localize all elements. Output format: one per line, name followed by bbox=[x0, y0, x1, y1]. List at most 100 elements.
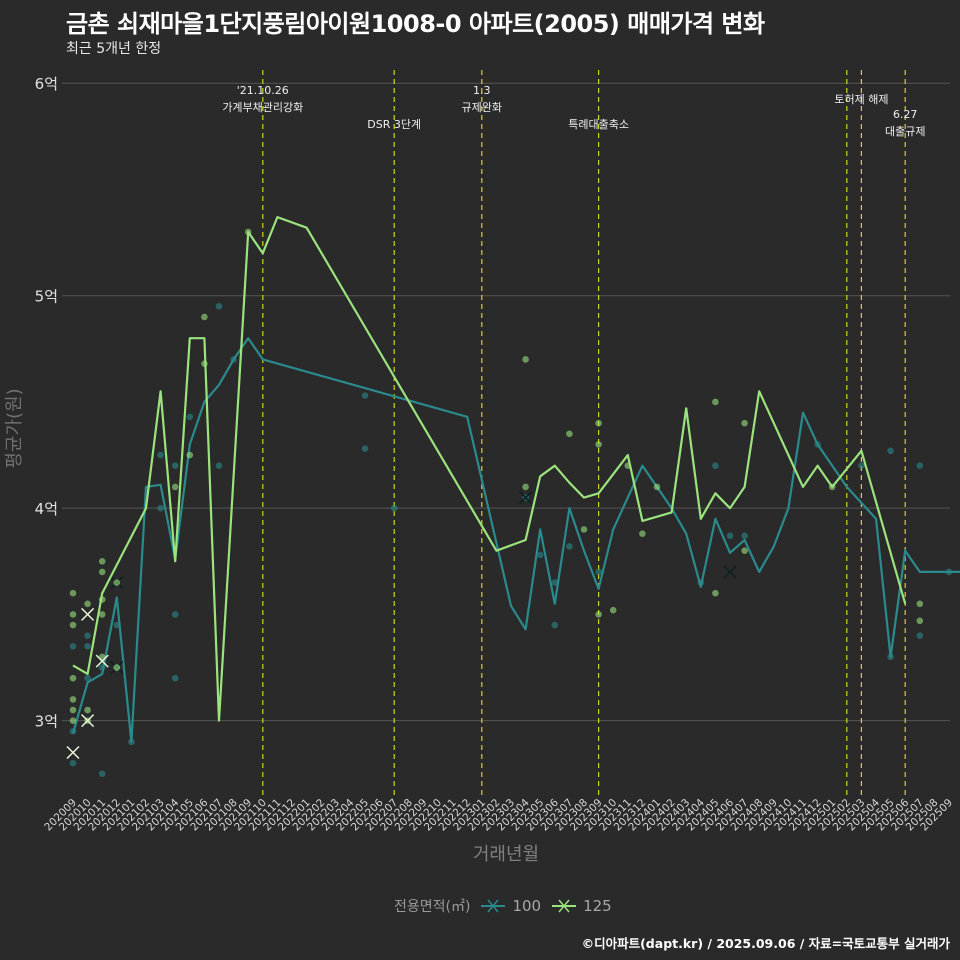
event-marker-label: '21.10.26 가계부채관리강화 bbox=[222, 84, 303, 114]
data-point-125 bbox=[98, 557, 106, 565]
event-marker-label: 1.3 규제완화 bbox=[462, 84, 502, 114]
legend-item-125: 125 bbox=[551, 897, 612, 915]
data-point-125 bbox=[595, 419, 602, 427]
data-point-125 bbox=[171, 483, 179, 491]
legend-swatch-100 bbox=[481, 899, 506, 913]
y-axis-title: 평균가(원) bbox=[4, 388, 25, 468]
data-point-100 bbox=[186, 413, 194, 421]
cross-marker-125 bbox=[95, 654, 109, 668]
y-tick-label: 4억 bbox=[35, 500, 58, 518]
event-marker-label-line: DSR 3단계 bbox=[367, 118, 421, 131]
data-point-100 bbox=[741, 532, 748, 540]
y-tick-label: 3억 bbox=[35, 713, 58, 731]
data-point-125 bbox=[186, 451, 194, 459]
event-marker-label-line: 가계부채관리강화 bbox=[222, 101, 303, 114]
data-point-125 bbox=[84, 706, 91, 714]
data-point-100 bbox=[361, 392, 369, 399]
legend-label-100: 100 bbox=[512, 897, 542, 915]
data-point-100 bbox=[84, 642, 91, 650]
chart-subtitle: 최근 5개년 한정 bbox=[66, 41, 162, 57]
data-point-100 bbox=[84, 632, 91, 639]
data-point-125 bbox=[580, 526, 588, 533]
y-tick-label: 6억 bbox=[35, 75, 58, 93]
cross-marker-100 bbox=[723, 565, 737, 579]
cross-marker-125 bbox=[66, 745, 80, 760]
data-point-125 bbox=[916, 600, 924, 608]
data-point-125 bbox=[653, 483, 661, 491]
legend-label-125: 125 bbox=[583, 897, 612, 915]
data-point-100 bbox=[551, 621, 559, 629]
data-point-125 bbox=[609, 606, 617, 614]
data-point-100 bbox=[157, 504, 164, 512]
data-point-100 bbox=[551, 579, 559, 586]
data-point-125 bbox=[741, 547, 748, 554]
data-point-125 bbox=[522, 483, 529, 491]
data-point-125 bbox=[201, 313, 208, 321]
event-marker-label-line: '21.10.26 bbox=[237, 84, 289, 97]
data-point-125 bbox=[916, 617, 924, 625]
data-point-100 bbox=[726, 532, 734, 540]
data-point-100 bbox=[171, 462, 179, 469]
data-point-125 bbox=[712, 589, 719, 597]
data-point-125 bbox=[113, 579, 121, 586]
data-point-125 bbox=[566, 430, 573, 438]
data-point-100 bbox=[215, 303, 223, 310]
data-point-100 bbox=[157, 451, 164, 459]
legend-title: 전용면적(㎡) bbox=[394, 899, 471, 915]
cross-marker-125 bbox=[81, 714, 95, 728]
data-point-100 bbox=[84, 674, 91, 682]
event-marker-label-line: 1.3 bbox=[473, 84, 491, 97]
data-point-125 bbox=[595, 441, 602, 448]
data-point-100 bbox=[69, 642, 77, 650]
series-line-125 bbox=[72, 216, 907, 722]
event-marker-label-line: 대출규제 bbox=[885, 125, 925, 138]
data-point-100 bbox=[215, 462, 223, 469]
legend-item-100: 100 bbox=[480, 897, 541, 915]
cross-marker-100 bbox=[519, 491, 533, 505]
event-marker-label: 6.27 대출규제 bbox=[885, 108, 925, 138]
data-point-100 bbox=[69, 759, 77, 767]
data-point-100 bbox=[171, 611, 179, 618]
data-point-100 bbox=[171, 674, 179, 682]
data-point-100 bbox=[566, 543, 573, 550]
data-point-125 bbox=[69, 696, 77, 703]
data-point-125 bbox=[639, 530, 646, 537]
data-point-125 bbox=[69, 621, 77, 629]
data-point-125 bbox=[69, 706, 77, 714]
data-point-125 bbox=[113, 664, 121, 671]
data-point-100 bbox=[916, 632, 924, 639]
data-point-125 bbox=[522, 356, 529, 363]
data-point-100 bbox=[390, 504, 398, 512]
data-point-100 bbox=[361, 445, 369, 452]
event-marker-label-line: 6.27 bbox=[893, 108, 918, 121]
data-point-125 bbox=[712, 398, 719, 406]
data-point-100 bbox=[536, 551, 544, 559]
data-point-125 bbox=[69, 674, 77, 682]
data-point-125 bbox=[69, 611, 77, 618]
y-tick-label: 5억 bbox=[35, 288, 58, 306]
data-point-125 bbox=[84, 600, 91, 608]
legend: 전용면적(㎡) 100 125 bbox=[394, 896, 612, 916]
event-marker-label: DSR 3단계 bbox=[367, 118, 421, 131]
data-point-100 bbox=[858, 462, 865, 469]
data-point-100 bbox=[916, 462, 924, 469]
cross-marker-125 bbox=[81, 607, 95, 621]
x-axis-title: 거래년월 bbox=[473, 844, 539, 865]
data-point-100 bbox=[887, 447, 894, 455]
event-marker-label: 특례대출축소 bbox=[568, 118, 629, 131]
data-point-125 bbox=[741, 419, 748, 427]
data-point-125 bbox=[98, 611, 106, 618]
legend-swatch-125 bbox=[552, 899, 577, 913]
data-point-125 bbox=[98, 568, 106, 576]
event-marker-label-line: 특례대출축소 bbox=[568, 118, 629, 131]
event-marker-label-line: 토허제 해제 bbox=[834, 92, 888, 106]
data-point-125 bbox=[595, 611, 602, 618]
data-point-125 bbox=[69, 717, 77, 724]
data-point-100 bbox=[98, 770, 106, 778]
event-marker-label: 토허제 해제 bbox=[834, 92, 888, 106]
data-point-100 bbox=[595, 568, 602, 576]
data-point-100 bbox=[712, 462, 719, 469]
event-marker-label-line: 규제완화 bbox=[462, 101, 502, 114]
source-caption: ©디아파트(dapt.kr) / 2025.09.06 / 자료=국토교통부 실… bbox=[581, 936, 950, 951]
